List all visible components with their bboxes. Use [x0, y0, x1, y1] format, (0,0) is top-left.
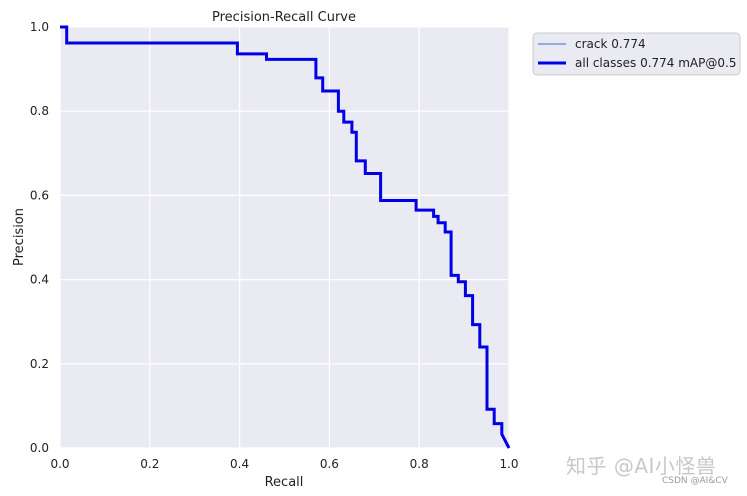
y-axis-label: Precision: [12, 208, 27, 266]
x-tick-label: 0.6: [320, 457, 339, 471]
plot-background: [60, 27, 509, 448]
y-tick-label: 0.6: [30, 188, 49, 202]
x-tick-label: 0.4: [230, 457, 249, 471]
x-tick-label: 0.2: [140, 457, 159, 471]
y-tick-label: 0.0: [30, 441, 49, 455]
series-layer: [60, 25, 511, 449]
x-tick-label: 1.0: [499, 457, 518, 471]
legend: crack 0.774 all classes 0.774 mAP@0.5: [532, 32, 741, 76]
y-tick-label: 0.2: [30, 357, 49, 371]
legend-label-all-classes: all classes 0.774 mAP@0.5: [575, 56, 736, 70]
series-line-all-classes: [60, 25, 511, 449]
chart-title: Precision-Recall Curve: [212, 10, 356, 25]
tick-labels: 0.0 0.2 0.4 0.6 0.8 1.0 0.0 0.2 0.4 0.6 0.8 1.0: [30, 20, 519, 471]
grid-lines: [59, 26, 510, 449]
watermark: 知乎 @AI小怪兽: [566, 454, 717, 478]
x-tick-label: 0.0: [50, 457, 69, 471]
legend-label-crack: crack 0.774: [575, 37, 646, 51]
y-tick-label: 0.8: [30, 104, 49, 118]
x-axis-label: Recall: [265, 475, 304, 490]
legend-box: [532, 32, 741, 76]
credit: CSDN @AI&CV: [662, 476, 728, 486]
y-tick-label: 0.4: [30, 273, 49, 287]
y-tick-label: 1.0: [30, 20, 49, 34]
x-tick-label: 0.8: [410, 457, 429, 471]
